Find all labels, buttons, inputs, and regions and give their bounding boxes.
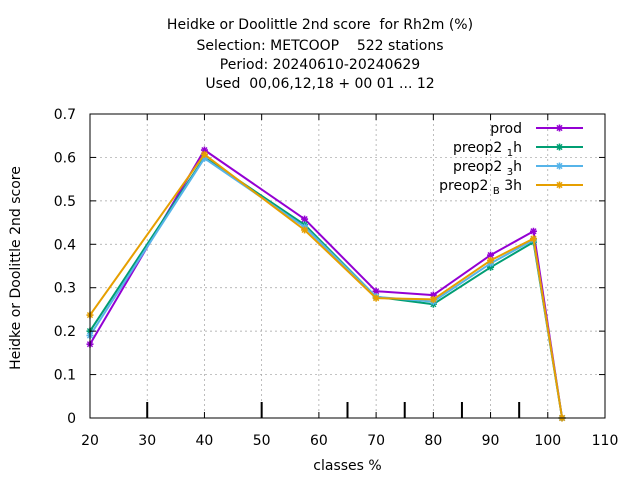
- axis-ticks: 20 30 40 50 60 70 80 90 100 110 0 0.1 0.2 0.3 0.4 0.5 0.…: [54, 107, 619, 449]
- y-tick-label: 0: [67, 411, 76, 427]
- data-point: [301, 215, 309, 223]
- class-marks: [146, 402, 521, 418]
- data-point: [556, 162, 563, 170]
- data-point: [429, 295, 437, 303]
- legend-label: preop2 1h: [453, 140, 522, 159]
- legend-entry: prod: [490, 121, 583, 137]
- chart-subtitle-period: Period: 20240610-20240629: [219, 57, 421, 73]
- legend-entry: preop2 1h: [453, 140, 583, 159]
- data-point: [372, 294, 380, 302]
- plot-frame: [89, 113, 606, 419]
- y-tick-label: 0.7: [54, 107, 76, 123]
- series-line: [89, 153, 564, 419]
- legend-label: prod: [490, 121, 522, 137]
- data-point: [556, 124, 563, 132]
- x-tick-label: 70: [367, 433, 385, 449]
- x-tick-label: 60: [310, 433, 328, 449]
- legend-label: preop2 3h: [453, 159, 522, 178]
- x-tick-label: 50: [253, 433, 271, 449]
- data-point: [301, 226, 309, 234]
- data-point: [556, 181, 563, 189]
- legend-entry: preop2 3h: [453, 159, 583, 178]
- legend-entry: preop2 B 3h: [439, 178, 583, 197]
- x-tick-label: 100: [534, 433, 561, 449]
- y-tick-label: 0.5: [54, 194, 76, 210]
- data-point: [529, 235, 537, 243]
- y-tick-label: 0.2: [54, 324, 76, 340]
- y-tick-label: 0.4: [54, 237, 76, 253]
- x-tick-label: 90: [482, 433, 500, 449]
- chart-subtitle-used: Used 00,06,12,18 + 00 01 ... 12: [205, 76, 435, 92]
- y-tick-label: 0.1: [54, 368, 76, 384]
- legend-label: preop2 B 3h: [439, 178, 522, 197]
- x-axis-label: classes %: [313, 458, 381, 474]
- data-point: [200, 150, 208, 158]
- x-tick-label: 80: [424, 433, 442, 449]
- series-line: [89, 149, 564, 419]
- series-line: [89, 157, 564, 419]
- y-axis-label: Heidke or Doolittle 2nd score: [8, 166, 24, 370]
- x-tick-label: 20: [81, 433, 99, 449]
- grid-lines: [90, 114, 605, 418]
- y-tick-label: 0.6: [54, 150, 76, 166]
- x-tick-label: 110: [592, 433, 619, 449]
- data-point: [487, 256, 495, 264]
- data-point: [529, 227, 537, 235]
- x-tick-label: 30: [138, 433, 156, 449]
- x-tick-label: 40: [196, 433, 214, 449]
- chart-subtitle-selection: Selection: METCOOP 522 stations: [196, 38, 444, 54]
- y-tick-label: 0.3: [54, 281, 76, 297]
- data-point: [556, 143, 563, 151]
- chart-title: Heidke or Doolittle 2nd score for Rh2m (…: [166, 17, 474, 33]
